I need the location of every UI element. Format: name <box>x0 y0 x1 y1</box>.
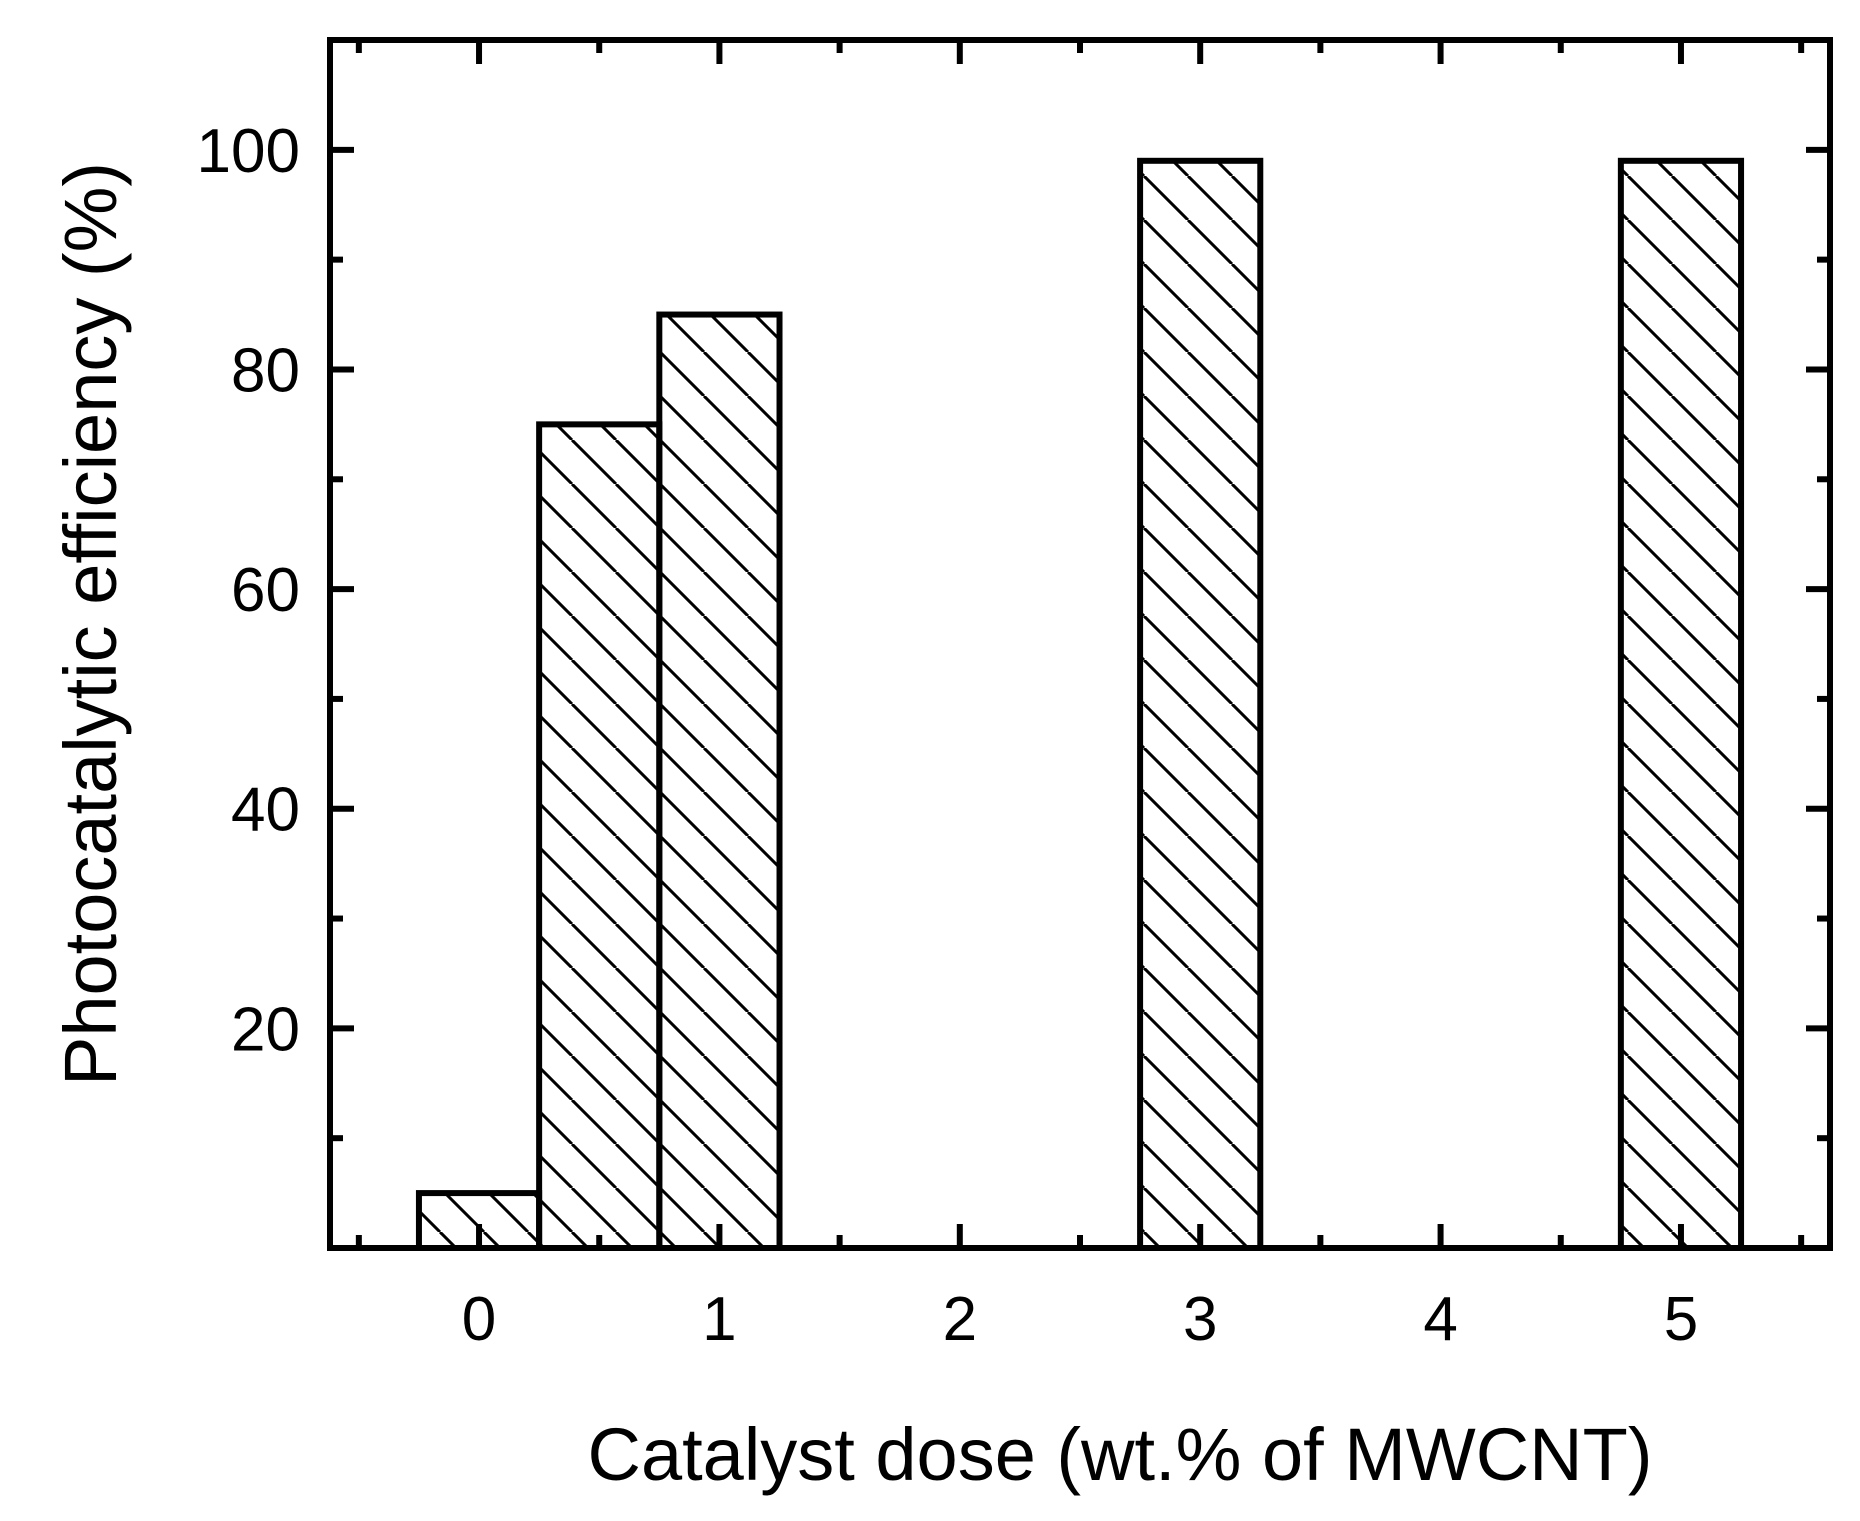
bar-1 <box>656 311 783 1251</box>
x-tick-label-2: 2 <box>943 1285 977 1354</box>
y-axis-title: Photocatalytic efficiency (%) <box>49 162 132 1086</box>
y-tick-label-100: 100 <box>197 117 300 186</box>
ticks-group <box>330 37 1830 1248</box>
y-tick-label-40: 40 <box>231 776 300 845</box>
tick-labels-group: 0 1 2 3 4 5 20 40 60 80 100 <box>197 117 1699 1354</box>
x-tick-label-3: 3 <box>1183 1285 1217 1354</box>
bar-3 <box>1137 157 1264 1251</box>
x-tick-label-1: 1 <box>702 1285 736 1354</box>
bar-5 <box>1617 157 1745 1251</box>
y-tick-label-60: 60 <box>231 556 300 625</box>
bars-group <box>415 157 1745 1252</box>
x-axis-title: Catalyst dose (wt.% of MWCNT) <box>588 1413 1653 1496</box>
x-tick-label-5: 5 <box>1664 1285 1698 1354</box>
y-tick-label-80: 80 <box>231 336 300 405</box>
y-tick-label-20: 20 <box>231 995 300 1064</box>
x-tick-label-4: 4 <box>1423 1285 1457 1354</box>
x-tick-label-0: 0 <box>462 1285 496 1354</box>
bar-0.5 <box>536 421 663 1251</box>
